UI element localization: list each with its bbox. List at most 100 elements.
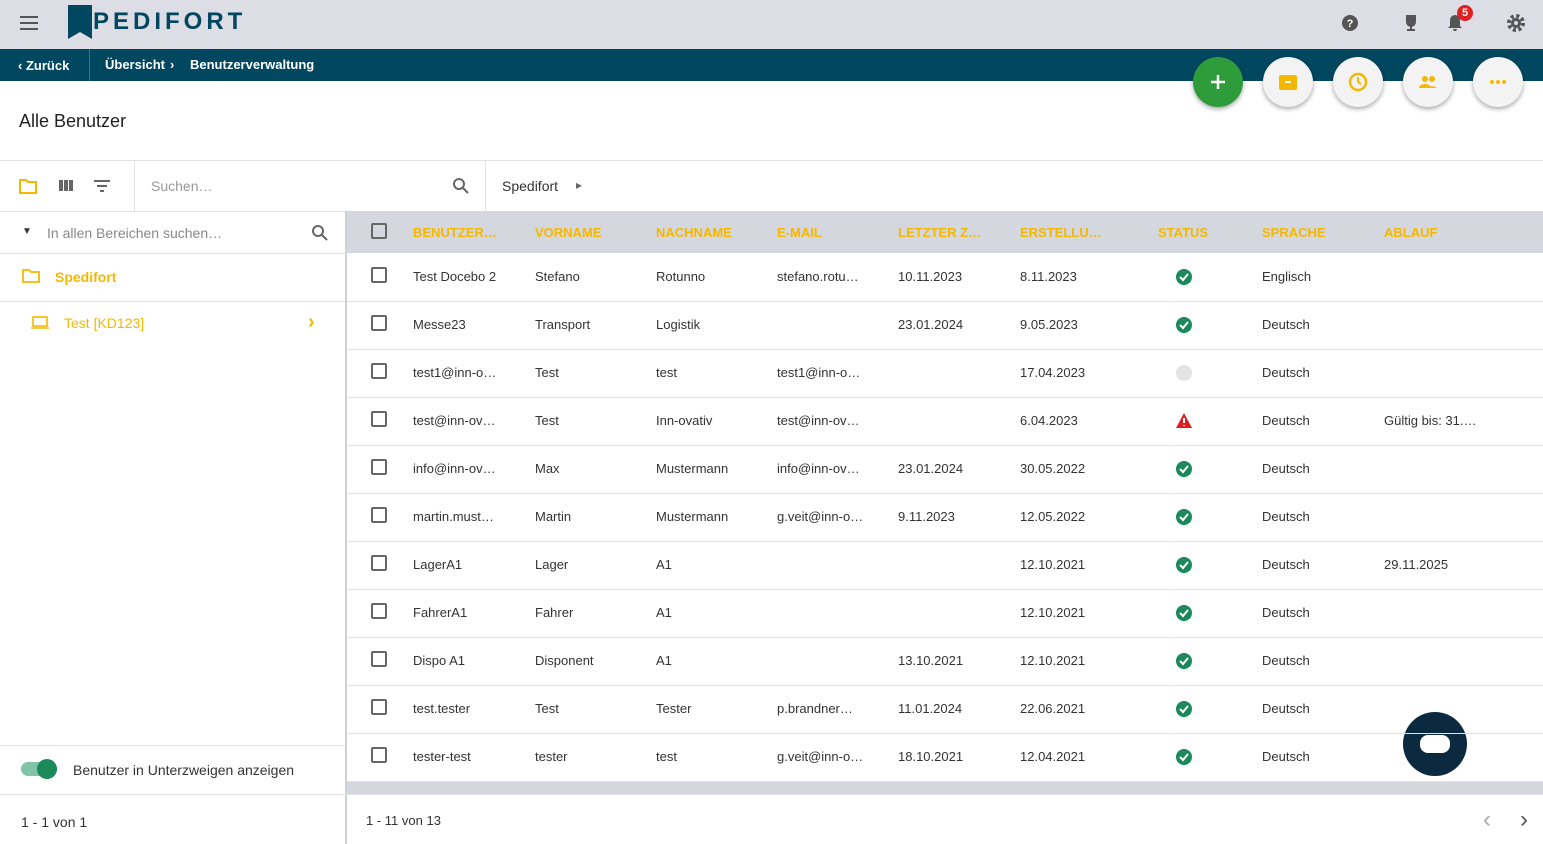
table-cell: 12.10.2021	[1020, 653, 1086, 668]
divider	[0, 211, 345, 212]
row-divider	[347, 445, 1543, 446]
table-cell: Lager	[535, 557, 569, 572]
status-icon	[1175, 700, 1193, 723]
history-button[interactable]	[1333, 57, 1383, 107]
row-checkbox[interactable]	[371, 315, 387, 331]
column-header[interactable]: STATUS	[1158, 225, 1209, 240]
table-cell: g.veit@inn-o…	[777, 509, 864, 524]
table-cell: Deutsch	[1262, 701, 1310, 716]
search-icon[interactable]	[452, 177, 470, 195]
divider	[0, 794, 1543, 795]
status-icon	[1175, 508, 1193, 531]
table-cell: info@inn-ov…	[413, 461, 496, 476]
table-cell: 18.10.2021	[898, 749, 964, 764]
table-cell: Test	[535, 701, 559, 716]
row-checkbox[interactable]	[371, 603, 387, 619]
back-label[interactable]: Zurück	[25, 58, 70, 73]
table-cell: Deutsch	[1262, 653, 1310, 668]
row-checkbox[interactable]	[371, 363, 387, 379]
notification-badge: 5	[1457, 5, 1473, 21]
table-cell: 10.11.2023	[898, 269, 963, 284]
column-header[interactable]: ABLAUF	[1384, 225, 1438, 240]
table-cell: Mustermann	[656, 461, 729, 476]
status-icon	[1175, 364, 1193, 387]
table-cell: info@inn-ov…	[777, 461, 860, 476]
table-cell: Test	[535, 365, 559, 380]
table-cell: Deutsch	[1262, 509, 1310, 524]
row-checkbox[interactable]	[371, 267, 387, 283]
settings-icon[interactable]	[1507, 14, 1525, 32]
table-cell: 23.01.2024	[898, 461, 964, 476]
column-header[interactable]: NACHNAME	[656, 225, 732, 240]
help-icon[interactable]: ?	[1341, 14, 1359, 32]
table-cell: A1	[656, 653, 672, 668]
column-header[interactable]: ERSTELLU…	[1020, 225, 1102, 240]
column-header[interactable]: BENUTZER…	[413, 225, 497, 240]
table-cell: Messe23	[413, 317, 466, 332]
column-header[interactable]: E-MAIL	[777, 225, 822, 240]
table-cell: Fahrer	[535, 605, 574, 620]
table-cell: Transport	[535, 317, 591, 332]
archive-button[interactable]	[1263, 57, 1313, 107]
next-page[interactable]: ›	[1520, 806, 1528, 833]
table-cell: Deutsch	[1262, 557, 1310, 572]
table-cell: martin.must…	[413, 509, 494, 524]
row-checkbox[interactable]	[371, 699, 387, 715]
row-divider	[347, 301, 1543, 302]
back-link[interactable]: ‹ Zurück	[18, 58, 70, 73]
row-checkbox[interactable]	[371, 507, 387, 523]
row-checkbox[interactable]	[371, 747, 387, 763]
path-arrow: ▸	[576, 178, 583, 192]
expand-icon[interactable]: ▼	[22, 226, 32, 237]
chat-button[interactable]	[1403, 712, 1467, 776]
row-checkbox[interactable]	[371, 459, 387, 475]
row-checkbox[interactable]	[371, 651, 387, 667]
logo-mark	[68, 5, 92, 39]
top-bar: SPEDIFORT ? 5	[0, 0, 1543, 49]
trophy-icon[interactable]	[1402, 14, 1420, 32]
divider	[0, 745, 345, 746]
svg-text:?: ?	[1347, 18, 1354, 30]
table-cell: Mustermann	[656, 509, 729, 524]
tree-root[interactable]: Spedifort	[55, 269, 117, 285]
tree-search[interactable]: In allen Bereichen suchen…	[47, 225, 223, 241]
select-all[interactable]	[371, 223, 387, 239]
bell-icon[interactable]	[1446, 14, 1464, 32]
breadcrumb-item[interactable]: Benutzerverwaltung	[190, 57, 315, 72]
table-cell: A1	[656, 557, 672, 572]
table-cell: 12.04.2021	[1020, 749, 1086, 764]
add-button[interactable]	[1193, 57, 1243, 107]
table-cell: 29.11.2025	[1384, 557, 1449, 572]
more-button[interactable]	[1473, 57, 1523, 107]
status-icon	[1175, 556, 1193, 579]
menu-icon[interactable]	[20, 16, 38, 30]
prev-page[interactable]: ‹	[1483, 806, 1491, 833]
search-field[interactable]: Suchen…	[151, 178, 213, 194]
row-checkbox[interactable]	[371, 411, 387, 427]
row-divider	[347, 637, 1543, 638]
breadcrumb-item[interactable]: Übersicht	[105, 57, 165, 72]
row-divider	[347, 589, 1543, 590]
tree-child[interactable]: Test [KD123]	[64, 315, 145, 331]
table-header	[347, 211, 1543, 253]
chevron[interactable]: ›	[308, 311, 315, 333]
device-icon	[31, 316, 49, 329]
table-cell: Max	[535, 461, 560, 476]
table-cell: 11.01.2024	[898, 701, 963, 716]
table-cell: 9.05.2023	[1020, 317, 1078, 332]
table-cell: p.brandner…	[777, 701, 853, 716]
view-icons[interactable]	[19, 177, 119, 195]
row-checkbox[interactable]	[371, 555, 387, 571]
users-button[interactable]	[1403, 57, 1453, 107]
column-header[interactable]: SPRACHE	[1262, 225, 1326, 240]
toggle[interactable]	[21, 759, 57, 779]
breadcrumb-separator: ›	[170, 57, 175, 72]
search-icon[interactable]	[311, 224, 329, 242]
row-divider	[347, 397, 1543, 398]
table-pagination: 1 - 11 von 13	[366, 813, 441, 828]
divider	[134, 161, 135, 211]
path-crumb[interactable]: Spedifort	[502, 178, 559, 194]
column-header[interactable]: LETZTER Z…	[898, 225, 982, 240]
column-header[interactable]: VORNAME	[535, 225, 602, 240]
toggle-label: Benutzer in Unterzweigen anzeigen	[73, 762, 295, 778]
